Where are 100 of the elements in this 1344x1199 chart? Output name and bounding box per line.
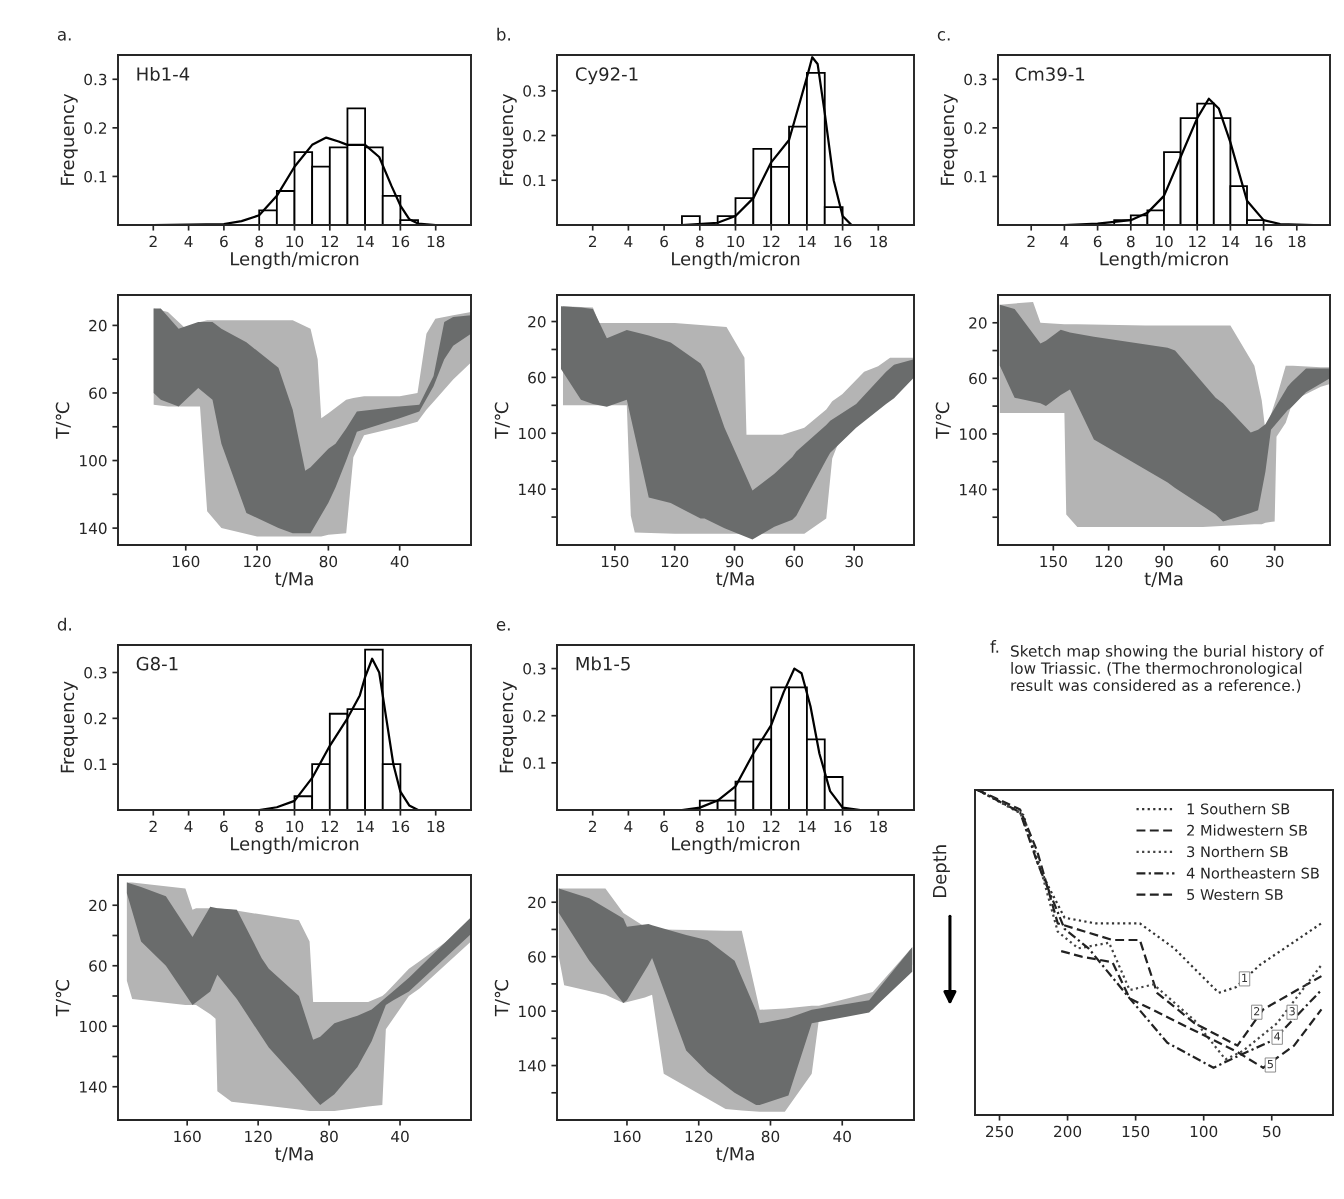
annotation: 1 <box>1242 973 1248 982</box>
x-tick-label: 80 <box>320 1130 338 1143</box>
y-tick-label: 0.2 <box>84 122 107 134</box>
chart-subtitle: Sketch map showing the burial history of low Triassic. (The thermochronological result was considered as a reference.) <box>1011 645 1324 693</box>
y-tick-label: 0.2 <box>84 712 107 725</box>
x-tick-label: 120 <box>245 1130 272 1143</box>
y-tick-label: 0.3 <box>523 85 546 97</box>
y-tick-label: 0.1 <box>523 174 546 187</box>
y-axis-title: T/℃ <box>935 402 951 439</box>
x-tick-label: 18 <box>1288 235 1306 248</box>
x-axis-title: t/Ma <box>275 572 313 587</box>
text: Mb1-5 <box>576 656 630 671</box>
y-tick-label: 0.2 <box>523 129 546 142</box>
y-axis-title: T/℃ <box>494 402 510 439</box>
y-tick-label: 0.1 <box>964 170 987 183</box>
annotation: 3 <box>1289 1007 1295 1016</box>
y-tick-label: 60 <box>528 951 546 963</box>
chart-title: e. <box>496 621 510 631</box>
x-tick-label: 8 <box>695 235 704 248</box>
x-tick-label: 4 <box>624 235 633 248</box>
y-tick-label: 0.3 <box>84 73 107 86</box>
legend-label: 5 Western SB <box>1187 889 1283 901</box>
x-tick-label: 30 <box>845 555 863 568</box>
x-tick-label: 14 <box>798 820 816 833</box>
x-tick-label: 40 <box>390 555 409 568</box>
y-tick-label: 100 <box>80 455 107 467</box>
y-tick-label: 0.1 <box>523 757 546 769</box>
y-tick-label: 140 <box>960 483 987 496</box>
y-tick-label: 60 <box>969 372 987 385</box>
x-tick-label: 200 <box>1054 1125 1082 1138</box>
x-tick-label: 50 <box>1263 1125 1281 1138</box>
x-tick-label: 6 <box>220 235 228 248</box>
y-tick-label: 140 <box>80 1081 107 1093</box>
x-tick-label: 80 <box>761 1130 780 1143</box>
legend-label: 3 Northern SB <box>1187 845 1288 858</box>
x-axis-title: t/Ma <box>1144 572 1183 587</box>
x-tick-label: 8 <box>1126 235 1135 248</box>
x-tick-label: 120 <box>1095 555 1123 568</box>
chart-title: a. <box>57 31 71 41</box>
y-axis-title: T/℃ <box>55 402 71 439</box>
annotation: 5 <box>1267 1059 1273 1069</box>
chart-title: d. <box>57 617 71 631</box>
x-tick-label: 160 <box>172 555 200 568</box>
x-tick-label: 8 <box>255 235 264 248</box>
x-tick-label: 18 <box>427 235 445 248</box>
x-axis-title: Length/micron <box>672 836 800 855</box>
y-tick-label: 0.3 <box>523 663 546 675</box>
y-tick-label: 100 <box>519 427 546 440</box>
x-tick-label: 16 <box>392 235 410 248</box>
x-tick-label: 30 <box>1266 555 1284 568</box>
x-tick-label: 12 <box>321 235 338 248</box>
x-tick-label: 10 <box>286 820 304 833</box>
x-tick-label: 250 <box>986 1125 1014 1138</box>
y-tick-label: 20 <box>969 317 987 329</box>
x-tick-label: 8 <box>255 820 264 833</box>
x-tick-label: 60 <box>785 555 804 568</box>
legend-label: 2 Midwestern SB <box>1187 824 1307 836</box>
x-tick-label: 150 <box>1122 1125 1150 1138</box>
x-tick-label: 160 <box>614 1130 641 1143</box>
x-tick-label: 2 <box>588 820 597 833</box>
x-tick-label: 90 <box>1155 555 1173 568</box>
x-tick-label: 2 <box>149 820 157 833</box>
x-axis-title: Length/micron <box>231 251 359 270</box>
x-tick-label: 10 <box>727 820 745 833</box>
x-tick-label: 60 <box>1210 555 1229 568</box>
x-tick-label: 6 <box>220 820 228 833</box>
x-axis-title: t/Ma <box>716 572 754 587</box>
x-tick-label: 16 <box>834 820 852 833</box>
y-tick-label: 0.2 <box>523 710 546 722</box>
y-axis-title: Frequency <box>60 681 78 773</box>
x-tick-label: 14 <box>357 820 374 833</box>
x-tick-label: 14 <box>357 235 374 248</box>
x-tick-label: 150 <box>601 555 629 568</box>
x-tick-label: 4 <box>184 820 193 833</box>
chart-title: b. <box>497 27 510 41</box>
y-tick-label: 140 <box>80 522 107 535</box>
x-tick-label: 18 <box>870 235 887 248</box>
x-tick-label: 120 <box>244 555 271 568</box>
x-tick-label: 120 <box>685 1130 713 1143</box>
x-tick-label: 6 <box>1093 235 1102 248</box>
y-tick-label: 20 <box>528 896 546 909</box>
text: Cy92-1 <box>575 67 638 85</box>
text: Hb1-4 <box>137 66 190 81</box>
y-tick-label: 100 <box>519 1005 546 1018</box>
y-axis-title: Frequency <box>499 93 517 185</box>
x-tick-label: 150 <box>1040 555 1067 568</box>
x-tick-label: 4 <box>184 235 193 248</box>
x-tick-label: 18 <box>427 820 445 833</box>
y-tick-label: 100 <box>80 1020 107 1033</box>
chart-title: f. <box>990 640 999 653</box>
y-axis-title: T/℃ <box>55 980 71 1017</box>
x-axis-title: t/Ma <box>716 1147 754 1162</box>
x-tick-label: 12 <box>321 820 338 833</box>
x-tick-label: 2 <box>588 235 597 248</box>
x-tick-label: 10 <box>1155 235 1173 248</box>
x-tick-label: 100 <box>1190 1125 1218 1138</box>
x-tick-label: 12 <box>1189 235 1206 248</box>
y-tick-label: 20 <box>89 319 107 332</box>
x-tick-label: 40 <box>391 1130 409 1143</box>
y-tick-label: 60 <box>528 371 546 384</box>
